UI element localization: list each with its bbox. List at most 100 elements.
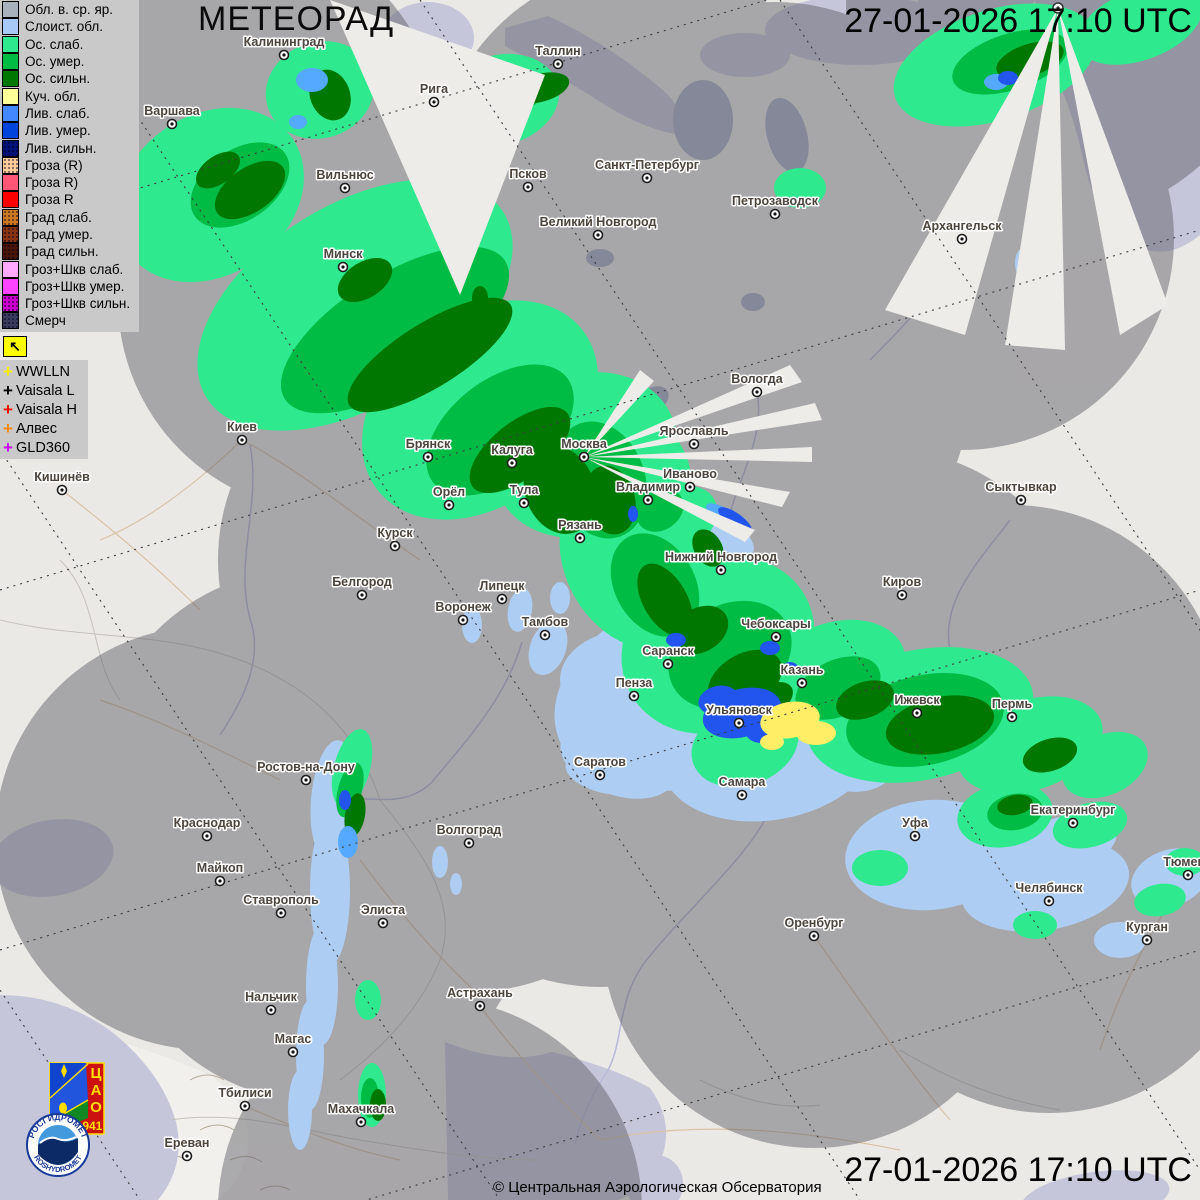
legend-item: Смерч: [2, 312, 136, 330]
city-dot-center: [666, 662, 670, 666]
lightning-source-label: Vaisala H: [16, 401, 77, 418]
city-marker: Киров: [881, 574, 923, 601]
city-dot-center: [205, 834, 209, 838]
precipitation-area: [998, 71, 1018, 85]
water-body: [700, 33, 790, 77]
city-dot-center: [646, 498, 650, 502]
city-dot-center: [1145, 938, 1149, 942]
city-dot-center: [291, 1050, 295, 1054]
lake: [741, 293, 765, 311]
precipitation-area: [1062, 731, 1148, 799]
lightning-legend-item: + WWLLN: [0, 362, 88, 381]
city-label: Кишинёв: [34, 470, 90, 484]
city-dot-center: [243, 1104, 247, 1108]
city-marker: Вологда: [730, 371, 785, 398]
water-body: [0, 819, 114, 897]
legend-label: Лив. сильн.: [25, 140, 97, 156]
border-line: [699, 1079, 821, 1107]
svg-text:А: А: [91, 1082, 102, 1099]
legend-label: Ос. слаб.: [25, 36, 84, 52]
legend-swatch: [2, 18, 19, 36]
precipitation-area: [760, 641, 780, 655]
precipitation-area: [339, 790, 351, 810]
city-marker: Нижний Новгород: [663, 549, 779, 576]
legend-label: Смерч: [25, 313, 66, 329]
city-label: Волгоград: [437, 823, 502, 837]
city-dot-center: [60, 488, 64, 492]
city-dot-center: [774, 635, 778, 639]
city-dot-center: [1186, 873, 1190, 877]
city-dot-center: [543, 633, 547, 637]
timestamp-top: 27-01-2026 17:10 UTC: [844, 2, 1192, 40]
city-label: Санкт-Петербург: [595, 158, 699, 172]
legend-label: Ос. умер.: [25, 54, 85, 70]
city-label: Брянск: [406, 437, 451, 451]
legend-label: Гроза R): [25, 175, 79, 191]
road-line: [359, 859, 481, 997]
legend-item: Гроза R: [2, 191, 136, 209]
border-line: [169, 1116, 541, 1161]
lake: [765, 97, 809, 173]
city-label: Вильнюс: [316, 168, 373, 182]
city-marker: Липецк: [478, 578, 527, 605]
city-marker: Минск: [322, 246, 365, 273]
legend-label: Град слаб.: [25, 209, 92, 225]
city-dot-center: [381, 921, 385, 925]
lightning-cross-icon: +: [3, 399, 13, 419]
city-dot-center: [304, 778, 308, 782]
city-dot-center: [185, 1154, 189, 1158]
legend-swatch: [2, 35, 19, 53]
precipitation-area: [289, 115, 307, 129]
city-label: Псков: [509, 167, 547, 181]
city-marker: Тюмень: [1162, 854, 1200, 881]
city-marker: Ярославль: [658, 423, 730, 450]
city-label: Ереван: [165, 1136, 210, 1150]
mountain-relief: [259, 1185, 291, 1191]
city-label: Астрахань: [447, 986, 513, 1000]
city-dot-center: [426, 455, 430, 459]
city-label: Иваново: [663, 467, 717, 481]
legend-swatch: [2, 208, 19, 226]
city-marker: Ставрополь: [242, 892, 321, 919]
city-marker: Ростов-на-Дону: [256, 759, 356, 786]
timestamp-bottom: 27-01-2026 17:10 UTC: [844, 1151, 1192, 1189]
city-label: Челябинск: [1015, 881, 1083, 895]
agency-logos: Ц А О 1941 РОСГИДРОМЕТ ROSHYDROMET: [26, 1062, 105, 1177]
city-dot-center: [913, 834, 917, 838]
city-label: Тбилиси: [218, 1086, 271, 1100]
city-marker: Самара: [717, 774, 768, 801]
city-label: Магас: [275, 1032, 312, 1046]
legend-label: Град сильн.: [25, 244, 99, 260]
road-line: [244, 1105, 401, 1161]
city-label: Калининград: [244, 35, 325, 49]
city-marker: Магас: [273, 1031, 313, 1058]
legend-swatch: [2, 87, 19, 105]
lightning-source-label: Алвес: [16, 420, 57, 437]
city-dot-center: [522, 501, 526, 505]
city-dot-center: [582, 455, 586, 459]
radar-site-marker-dot: [1056, 6, 1060, 10]
radar-blank-sector: [330, 0, 545, 295]
city-label: Тамбов: [522, 615, 569, 629]
legend-label: Ос. сильн.: [25, 71, 91, 87]
city-marker: Рига: [418, 81, 451, 108]
city-label: Оренбург: [784, 916, 843, 930]
lake: [673, 80, 733, 160]
city-marker: Кишинёв: [33, 469, 92, 496]
city-label: Великий Новгород: [540, 215, 657, 229]
city-label: Киев: [227, 420, 257, 434]
city-label: Уфа: [902, 816, 929, 830]
city-dot-center: [1010, 715, 1014, 719]
city-dot-center: [755, 390, 759, 394]
city-label: Ставрополь: [243, 893, 319, 907]
precipitation-area: [1052, 801, 1128, 849]
legend-item: Лив. умер.: [2, 122, 136, 140]
city-marker: Курган: [1125, 919, 1169, 946]
city-marker: Астрахань: [446, 985, 515, 1012]
city-dot-center: [393, 544, 397, 548]
legend-label: Слоист. обл.: [25, 19, 104, 35]
precipitation-area: [347, 297, 513, 413]
city-marker: Тбилиси: [217, 1085, 273, 1112]
radar-blank-sector: [584, 447, 812, 462]
city-marker: Пенза: [614, 675, 655, 702]
